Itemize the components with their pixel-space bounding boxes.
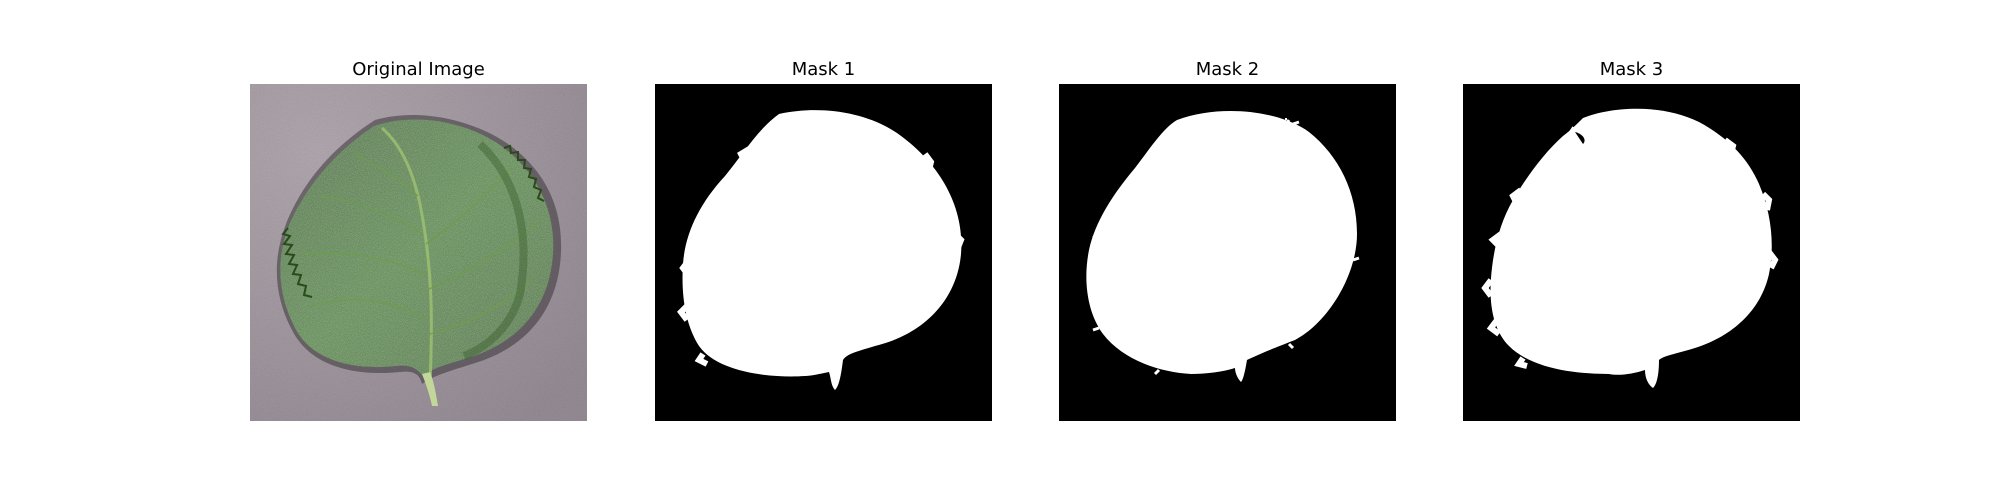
panel-title-original-image: Original Image: [352, 59, 485, 80]
mask-3-image: [1463, 84, 1800, 421]
original-leaf-photo: [250, 84, 587, 421]
panel-title-mask-1: Mask 1: [791, 59, 856, 80]
panel-title-mask-3: Mask 3: [1599, 59, 1664, 80]
mask-2-image: [1059, 84, 1396, 421]
panel-title-mask-2: Mask 2: [1195, 59, 1260, 80]
mask-1-image: [655, 84, 992, 421]
